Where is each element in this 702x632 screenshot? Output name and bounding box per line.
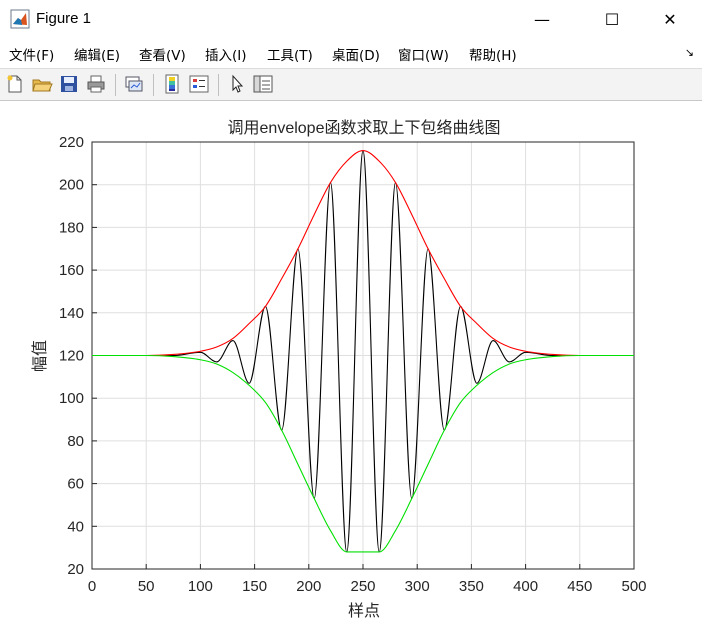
x-tick-label: 350 bbox=[459, 578, 484, 595]
y-tick-label: 200 bbox=[59, 177, 84, 194]
open-file-icon[interactable] bbox=[31, 73, 53, 95]
x-tick-label: 450 bbox=[567, 578, 592, 595]
x-tick-label: 50 bbox=[138, 578, 155, 595]
new-figure-icon[interactable] bbox=[4, 73, 26, 95]
menu-bar: 文件(F) 编辑(E) 查看(V) 插入(I) 工具(T) 桌面(D) 窗口(W… bbox=[0, 38, 702, 68]
menu-window[interactable]: 窗口(W) bbox=[398, 48, 449, 64]
figure-canvas[interactable]: 0 50 100 150 200 250 300 350 400 450 500 20 40 60 80 10… bbox=[0, 101, 702, 628]
chart-title: 调用envelope函数求取上下包络曲线图 bbox=[228, 118, 501, 137]
x-tick-label: 150 bbox=[242, 578, 267, 595]
menu-tools[interactable]: 工具(T) bbox=[267, 48, 313, 64]
y-tick-label: 100 bbox=[59, 390, 84, 407]
y-tick-label: 180 bbox=[59, 219, 84, 236]
maximize-button[interactable]: ☐ bbox=[589, 0, 635, 38]
y-tick-label: 60 bbox=[67, 476, 84, 493]
x-tick-label: 250 bbox=[350, 578, 375, 595]
menu-insert[interactable]: 插入(I) bbox=[205, 48, 247, 64]
dock-arrow-icon[interactable]: ↘ bbox=[684, 46, 694, 59]
save-icon[interactable] bbox=[58, 73, 80, 95]
pointer-icon[interactable] bbox=[226, 73, 248, 95]
property-inspector-icon[interactable] bbox=[252, 73, 274, 95]
x-tick-label: 200 bbox=[296, 578, 321, 595]
x-tick-label: 500 bbox=[621, 578, 646, 595]
y-tick-label: 220 bbox=[59, 134, 84, 151]
x-tick-label: 100 bbox=[188, 578, 213, 595]
toolbar-separator bbox=[153, 74, 154, 96]
x-tick-label: 300 bbox=[405, 578, 430, 595]
legend-icon[interactable] bbox=[188, 73, 210, 95]
window-title: Figure 1 bbox=[36, 10, 92, 27]
y-tick-label: 80 bbox=[67, 433, 84, 450]
y-tick-label: 40 bbox=[67, 518, 84, 535]
series-layer bbox=[91, 149, 634, 553]
toolbar bbox=[0, 68, 702, 101]
y-tick-label: 120 bbox=[59, 348, 84, 365]
y-axis-label: 幅值 bbox=[31, 340, 49, 372]
menu-desktop[interactable]: 桌面(D) bbox=[332, 48, 380, 64]
colorbar-icon[interactable] bbox=[161, 73, 183, 95]
toolbar-separator bbox=[218, 74, 219, 96]
print-icon[interactable] bbox=[85, 73, 107, 95]
menu-edit[interactable]: 编辑(E) bbox=[74, 48, 121, 64]
y-tick-label: 160 bbox=[59, 262, 84, 279]
tick-layer: 0 50 100 150 200 250 300 350 400 450 500 20 40 60 80 10… bbox=[59, 134, 647, 595]
y-tick-label: 20 bbox=[67, 561, 84, 578]
x-tick-label: 0 bbox=[88, 578, 96, 595]
menu-file[interactable]: 文件(F) bbox=[9, 48, 55, 64]
menu-help[interactable]: 帮助(H) bbox=[469, 48, 517, 64]
toolbar-separator bbox=[115, 74, 116, 96]
x-tick-label: 400 bbox=[513, 578, 538, 595]
minimize-icon: — bbox=[534, 9, 550, 29]
chart-svg: 0 50 100 150 200 250 300 350 400 450 500 20 40 60 80 10… bbox=[31, 118, 647, 620]
x-axis-label: 样点 bbox=[348, 602, 380, 620]
close-icon: ✕ bbox=[663, 9, 677, 29]
close-button[interactable]: ✕ bbox=[647, 0, 693, 38]
title-bar: Figure 1 — ☐ ✕ bbox=[0, 0, 702, 38]
link-plot-icon[interactable] bbox=[123, 73, 145, 95]
upper-envelope-line bbox=[91, 149, 634, 357]
menu-view[interactable]: 查看(V) bbox=[139, 48, 186, 64]
y-tick-label: 140 bbox=[59, 305, 84, 322]
minimize-button[interactable]: — bbox=[519, 0, 565, 38]
lower-envelope-line bbox=[91, 354, 634, 553]
maximize-icon: ☐ bbox=[604, 9, 620, 29]
matlab-logo-icon bbox=[10, 9, 30, 29]
